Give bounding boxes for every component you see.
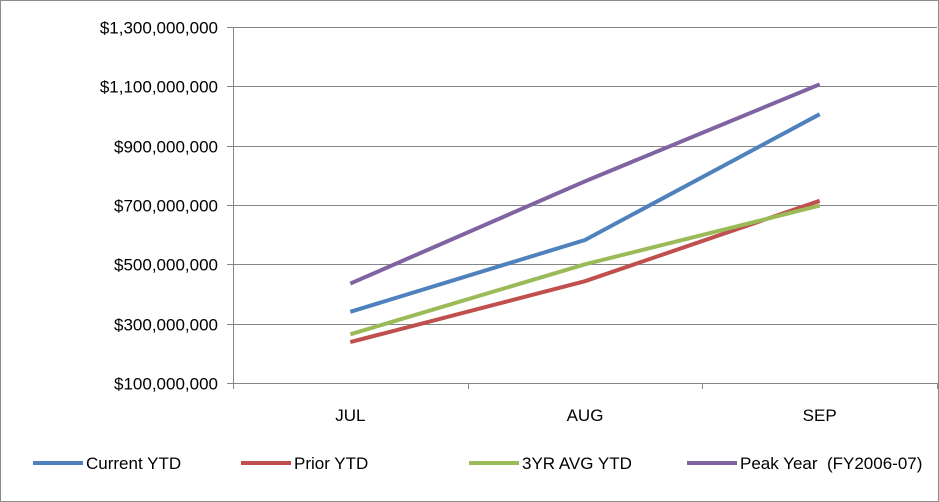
y-tick-label: $1,100,000,000 [100,78,218,97]
series-line-current-ytd [349,112,821,314]
series-line-peak-year-fy2006-07 [349,82,821,286]
legend-label: 3YR AVG YTD [522,454,632,473]
series-line-3yr-avg-ytd [349,203,821,337]
y-tick-label: $500,000,000 [114,256,218,275]
x-tick-label: SEP [803,406,837,425]
y-tick-label: $300,000,000 [114,316,218,335]
y-tick-label: $700,000,000 [114,197,218,216]
x-tick-label: AUG [567,406,604,425]
x-tick-label: JUL [335,406,365,425]
legend-label: Peak Year (FY2006-07) [740,454,922,473]
y-tick-label: $100,000,000 [114,375,218,394]
y-tick-label: $900,000,000 [114,138,218,157]
legend-label: Prior YTD [294,454,368,473]
series-line-prior-ytd [349,198,821,345]
legend-label: Current YTD [86,454,181,473]
y-tick-label: $1,300,000,000 [100,19,218,38]
